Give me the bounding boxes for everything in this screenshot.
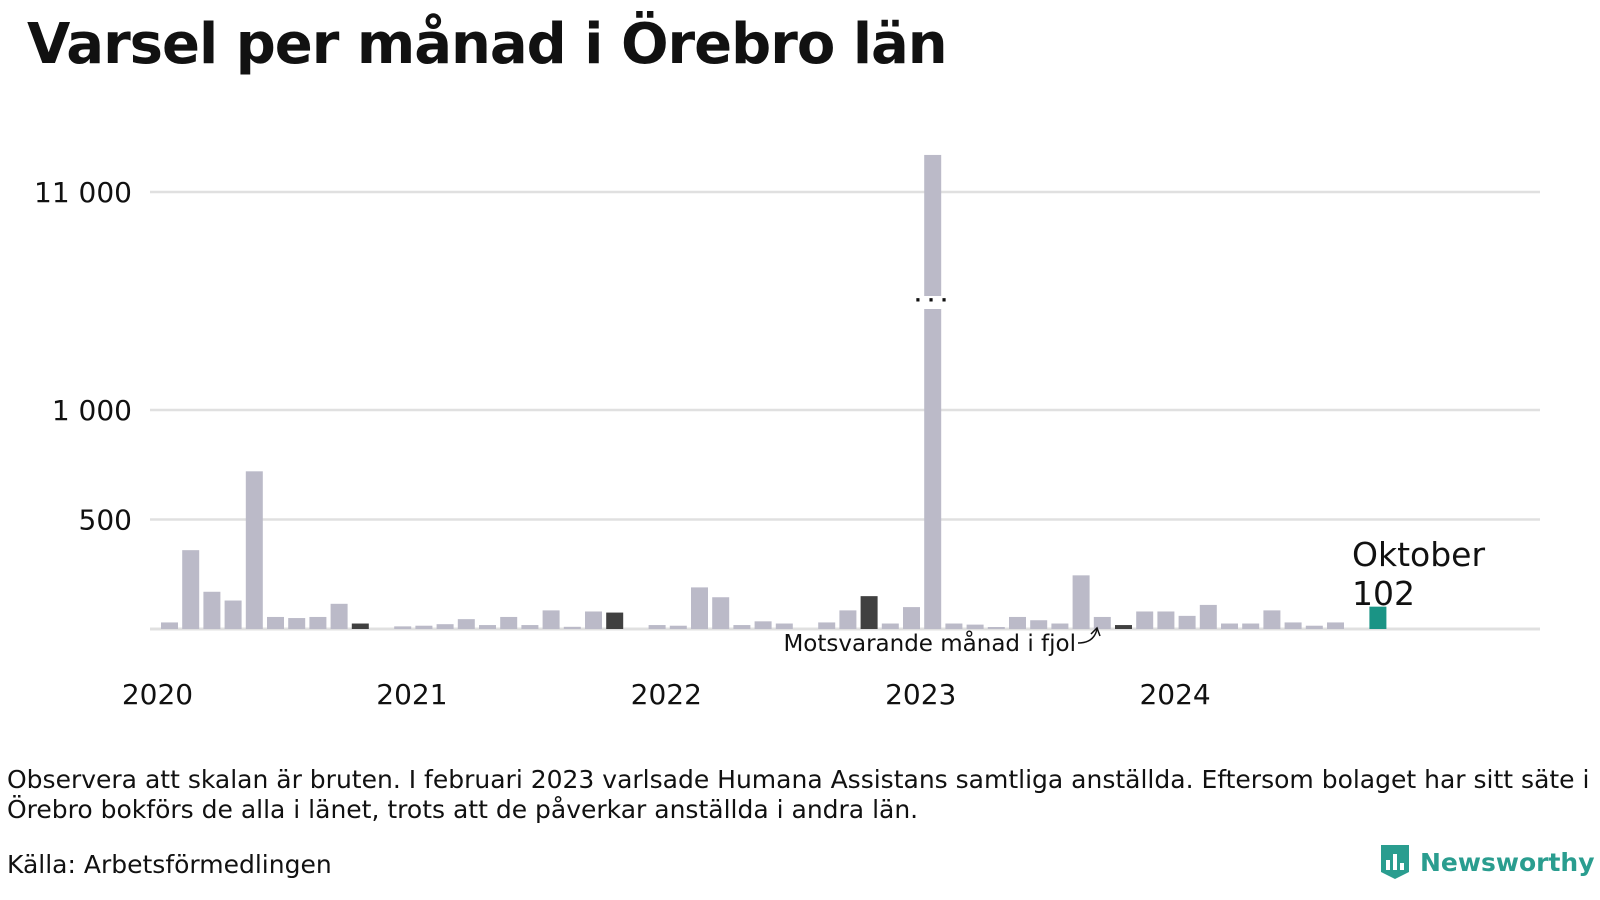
bar — [966, 624, 984, 629]
bar — [924, 154, 942, 629]
bar — [733, 625, 751, 629]
y-axis-tick-labels: 500 1 000 11 000 — [34, 176, 132, 537]
bar-chart: 500 1 000 11 000 2020 2021 2022 2023 2024 · · … — [34, 154, 1540, 711]
bar — [945, 623, 963, 629]
bar — [309, 616, 327, 629]
last-year-arrow — [1077, 628, 1098, 644]
bar — [161, 622, 178, 629]
chart-note: Observera att skalan är bruten. I februa… — [7, 765, 1590, 824]
bar — [1136, 611, 1154, 629]
y-tick-label: 500 — [79, 504, 132, 537]
newsworthy-logo-icon — [1381, 845, 1409, 879]
y-tick-label: 11 000 — [34, 176, 132, 209]
last-year-annotation: Motsvarande månad i fjol — [783, 629, 1076, 657]
bar — [1093, 616, 1111, 629]
bar — [669, 625, 687, 629]
bar — [1369, 606, 1387, 629]
bar — [1263, 610, 1281, 629]
bar — [1178, 615, 1196, 629]
x-tick-label: 2023 — [885, 678, 956, 711]
current-value-label: 102 — [1352, 574, 1415, 613]
x-tick-label: 2020 — [122, 678, 193, 711]
bar — [1221, 623, 1238, 629]
x-tick-label: 2021 — [376, 678, 447, 711]
bar — [1242, 623, 1260, 629]
gridlines — [150, 190, 1540, 631]
bar — [606, 612, 624, 629]
bar — [351, 623, 369, 629]
brand-name: Newsworthy — [1420, 847, 1595, 877]
x-axis-year-labels: 2020 2021 2022 2023 2024 — [122, 678, 1211, 711]
bar-break-gap — [922, 296, 944, 309]
bar — [585, 611, 602, 629]
bar — [1305, 625, 1323, 629]
bar — [712, 597, 730, 629]
y-tick-label: 1 000 — [52, 394, 132, 427]
chart-title: Varsel per månad i Örebro län — [27, 12, 948, 77]
bar — [436, 624, 454, 629]
bars — [161, 154, 1387, 629]
bar — [521, 625, 539, 629]
bar — [500, 616, 518, 629]
bar — [224, 600, 242, 629]
bar — [1327, 622, 1344, 629]
bar — [818, 622, 836, 629]
bar — [203, 591, 221, 629]
bar — [754, 621, 772, 629]
bar — [479, 625, 496, 629]
bar — [987, 627, 1005, 629]
bar — [775, 623, 793, 629]
newsworthy-brand: Newsworthy — [1378, 843, 1595, 881]
bar — [1072, 575, 1090, 629]
bar — [839, 610, 857, 629]
bar — [648, 625, 666, 629]
bar — [1030, 620, 1048, 629]
annotations: · · · Oktober 102 Motsvarande månad i fj… — [783, 290, 1485, 657]
bar — [1157, 611, 1175, 629]
bar — [1115, 625, 1132, 629]
x-tick-label: 2024 — [1139, 678, 1210, 711]
bar — [330, 603, 348, 629]
bar — [691, 587, 708, 629]
bar — [1284, 622, 1302, 629]
bar — [1009, 616, 1026, 629]
bar — [182, 550, 200, 629]
bar — [267, 616, 284, 629]
bar — [860, 596, 878, 629]
last-year-arrow-head — [1090, 626, 1101, 637]
bar — [563, 626, 581, 629]
source-credit: Källa: Arbetsförmedlingen — [7, 850, 332, 879]
bar — [457, 619, 475, 629]
bar — [881, 623, 899, 629]
bar — [1199, 604, 1217, 629]
x-tick-label: 2022 — [631, 678, 702, 711]
bar — [245, 471, 263, 629]
current-month-label: Oktober — [1352, 535, 1485, 574]
bar — [542, 610, 560, 629]
bar — [394, 626, 412, 629]
bar — [288, 618, 306, 629]
bar — [903, 607, 920, 629]
bar — [1051, 623, 1069, 629]
bar — [415, 625, 433, 629]
axis-break-marker: · · · — [914, 290, 947, 311]
